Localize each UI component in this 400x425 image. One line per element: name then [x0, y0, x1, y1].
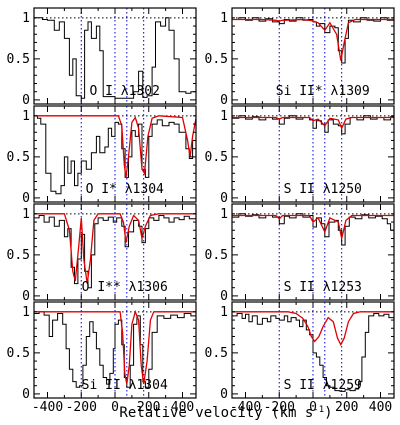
- x-tick-label: 400: [171, 400, 194, 415]
- y-tick-label: 0.5: [7, 52, 30, 67]
- y-tick-label: 0.5: [205, 52, 228, 67]
- model-fit-line: [34, 309, 196, 385]
- model-fit-line: [34, 213, 196, 284]
- x-tick-label: 400: [369, 400, 392, 415]
- spectrum-panel: 0 0.5 1 O I* λ1304: [7, 105, 197, 206]
- spectrum-data-line: [232, 115, 394, 135]
- y-tick-label: 1: [220, 207, 228, 222]
- spectrum-panel: 0 0.5 1 S II λ1250: [205, 105, 395, 206]
- x-tick-label: 0: [309, 400, 317, 415]
- y-tick-label: 0.5: [7, 346, 30, 361]
- model-fit-line: [232, 311, 394, 347]
- y-tick-label: 0: [22, 387, 30, 402]
- y-tick-label: 1: [22, 109, 30, 124]
- model-fit-line: [34, 115, 196, 178]
- y-tick-label: 1: [220, 11, 228, 26]
- x-tick-label: -400: [32, 400, 63, 415]
- y-tick-label: 0: [220, 191, 228, 206]
- model-fit-line: [232, 116, 394, 130]
- y-tick-label: 0: [220, 289, 228, 304]
- panel-grid: 0 0.5 1 O I λ1302 0 0.5 1 Si II* λ1309 0 0.5 1 O I*…: [7, 7, 395, 415]
- panel-label: O I λ1302: [89, 84, 159, 99]
- y-tick-label: 1: [22, 11, 30, 26]
- y-tick-label: 0: [220, 93, 228, 108]
- spectrum-panel: 0 0.5 1 Si II* λ1309: [205, 7, 395, 108]
- x-tick-label: -400: [230, 400, 261, 415]
- y-tick-label: 0.5: [205, 248, 228, 263]
- y-tick-label: 1: [22, 207, 30, 222]
- spectrum-data-line: [34, 215, 196, 289]
- spectrum-panel: 0 0.5 1 O I λ1302: [7, 7, 197, 108]
- spectrum-data-line: [34, 115, 196, 195]
- x-tick-label: 200: [137, 400, 160, 415]
- panel-label: S II λ1253: [284, 280, 362, 295]
- panel-label: O I* λ1304: [86, 182, 164, 197]
- x-axis-title: Relative velocity (km s-1): [119, 405, 332, 421]
- x-tick-label: -200: [66, 400, 97, 415]
- x-axis-title-exponent: -1: [313, 405, 324, 415]
- panel-label: O I** λ1306: [82, 280, 168, 295]
- model-fit-line: [232, 18, 394, 61]
- spectrum-panel: 0 0.5 1 S II λ1253: [205, 203, 395, 304]
- panel-label: S II λ1250: [284, 182, 362, 197]
- spectrum-panel: 0 0.5 1 O I** λ1306: [7, 203, 197, 304]
- spectrum-data-line: [34, 17, 196, 99]
- x-tick-label: 200: [335, 400, 358, 415]
- y-tick-label: 0.5: [205, 150, 228, 165]
- y-tick-label: 0.5: [7, 248, 30, 263]
- x-tick-label: -200: [264, 400, 295, 415]
- y-tick-label: 0: [22, 289, 30, 304]
- spectrum-data-line: [34, 311, 196, 388]
- panel-label: Si II* λ1309: [276, 84, 370, 99]
- y-tick-label: 0: [220, 387, 228, 402]
- panel-label: Si II λ1304: [82, 378, 168, 393]
- panel-label: S II λ1259: [284, 378, 362, 393]
- spectrum-data-line: [232, 313, 394, 392]
- y-tick-label: 0: [22, 191, 30, 206]
- y-tick-label: 1: [220, 305, 228, 320]
- y-tick-label: 0: [22, 93, 30, 108]
- y-tick-label: 1: [220, 109, 228, 124]
- x-tick-label: 0: [111, 400, 119, 415]
- y-tick-label: 0.5: [7, 150, 30, 165]
- model-fit-line: [232, 214, 394, 239]
- y-tick-label: 1: [22, 305, 30, 320]
- spectrum-panel: 0 0.5 1 -400 -200 0 200 400 S II λ1259: [205, 301, 395, 415]
- x-axis-title-close: ): [324, 405, 332, 421]
- x-axis-title-main: Relative velocity (km s: [119, 405, 313, 421]
- y-tick-label: 0.5: [205, 346, 228, 361]
